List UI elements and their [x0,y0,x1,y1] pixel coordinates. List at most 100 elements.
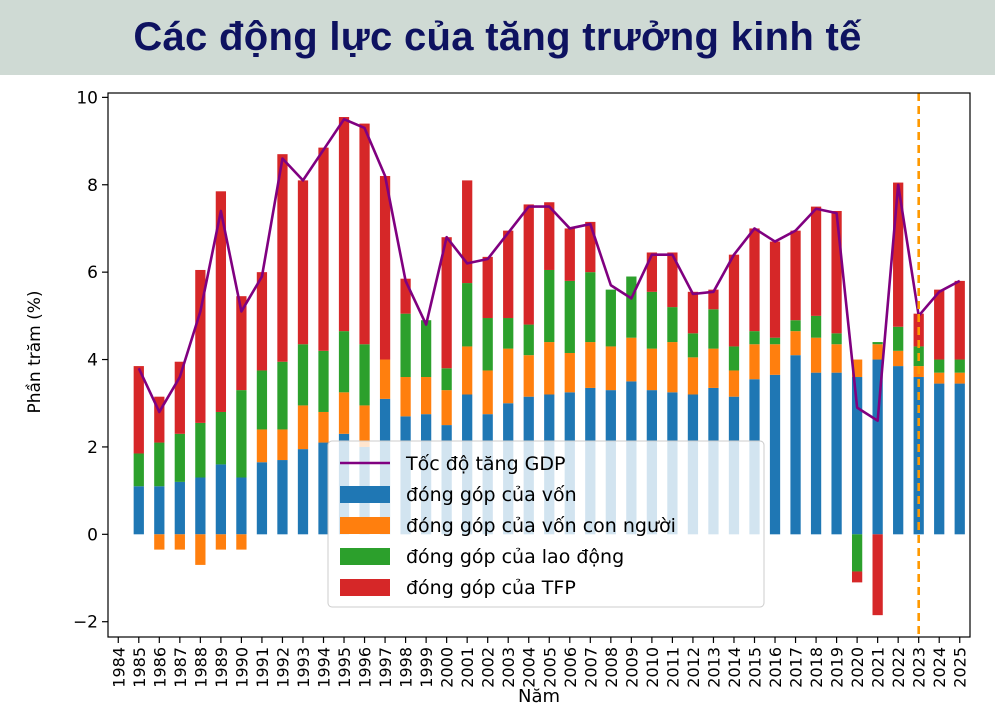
bar-segment [564,280,575,353]
bar-segment [769,241,781,338]
bar-segment [523,355,534,397]
bar-segment [810,337,822,373]
legend-label: đóng góp của TFP [406,577,576,599]
x-tick-label: 1989 [212,647,231,688]
y-axis: −2 0 2 4 6 8 10 [73,88,108,633]
legend-swatch [340,579,390,596]
x-tick-label: 1997 [376,647,395,688]
bar-segment [174,361,185,434]
x-tick-label: 2014 [725,647,744,688]
bar-segment [277,460,288,535]
bar-segment [544,202,555,270]
x-tick-label: 2005 [540,647,559,688]
bar-segment [749,331,760,345]
bar-segment [934,383,945,535]
bar-segment [318,147,329,351]
x-tick-label: 2013 [704,647,723,688]
bar-segment [215,191,227,412]
bar-segment [482,256,493,319]
bar-segment [462,283,473,347]
x-tick-label: 2022 [889,647,908,688]
x-tick-label: 1993 [294,647,313,688]
bar-segment [954,372,965,384]
bar-segment [503,348,514,404]
bar-segment [790,355,801,535]
bar-segment [154,442,165,487]
legend-swatch [340,548,390,565]
x-tick-label: 1996 [356,647,375,688]
bar-segment [687,357,699,395]
bar-segment [338,331,350,393]
bar-segment [708,289,719,310]
bar-segment [400,313,411,378]
bar-segment [585,221,596,273]
bar-segment [297,449,309,535]
bar-segment [954,383,965,535]
x-tick-label: 2015 [746,647,765,688]
legend-swatch [340,517,390,534]
x-tick-label: 2006 [561,647,580,688]
bar-segment [872,534,883,616]
x-tick-label: 2020 [848,647,867,688]
bar-segment [626,276,637,338]
x-tick-label: 2004 [520,647,539,688]
bar-segment [154,486,165,535]
bar-segment [626,337,637,382]
y-axis-label: Phần trăm (%) [24,290,45,413]
x-tick-label: 2019 [828,647,847,688]
bar-segment [872,342,883,345]
bar-segment [810,206,822,316]
bar-segment [687,291,699,334]
bar-segment [256,370,268,430]
x-tick-label: 1985 [130,647,149,688]
bar-segment [749,344,760,380]
x-tick-label: 1984 [109,647,128,688]
bar-segment [338,392,350,434]
y-tick-label: 8 [87,176,98,196]
bar-segment [195,269,206,423]
x-tick-label: 2010 [643,647,662,688]
bar-segment [133,453,144,487]
x-tick-label: 2018 [807,647,826,688]
bar-segment [893,182,904,327]
bar-segment [749,228,760,332]
bar-segment [934,359,945,373]
legend-label: Tốc độ tăng GDP [405,453,566,475]
title-bar: Các động lực của tăng trưởng kinh tế [0,0,995,75]
x-tick-label: 1988 [191,647,210,688]
bar-segment [646,252,658,292]
bar-segment [831,210,842,334]
bar-segment [400,377,411,417]
bar-segment [133,486,144,535]
bar-segment [564,352,575,393]
bar-segment [359,344,370,406]
bar-segment [318,411,329,443]
legend-label: đóng góp của vốn con người [406,515,676,537]
bar-segment [318,350,329,412]
x-tick-label: 2000 [438,647,457,688]
bar-segment [318,442,329,535]
x-tick-label: 1999 [417,647,436,688]
bar-segment [338,117,350,332]
bar-segment [585,272,596,343]
x-tick-label: 2017 [787,647,806,688]
bar-segment [441,237,452,369]
bar-segment [154,534,165,550]
bar-segment [708,309,719,349]
bar-segment [462,180,473,284]
bar-segment [544,342,555,395]
bar-segment [503,230,514,319]
bar-segment [359,405,370,447]
bar-segment [851,359,863,378]
bar-segment [708,348,719,388]
x-tick-label: 2008 [602,647,621,688]
x-tick-label: 2007 [581,647,600,688]
bar-segment [790,230,801,321]
x-tick-label: 2016 [766,647,785,688]
bar-segment [646,348,658,391]
legend: Tốc độ tăng GDP đóng góp của vốn đóng góp … [327,440,765,608]
bar-segment [236,477,247,535]
bar-segment [810,315,822,338]
x-tick-label: 2012 [684,647,703,688]
bar-segment [769,337,781,345]
